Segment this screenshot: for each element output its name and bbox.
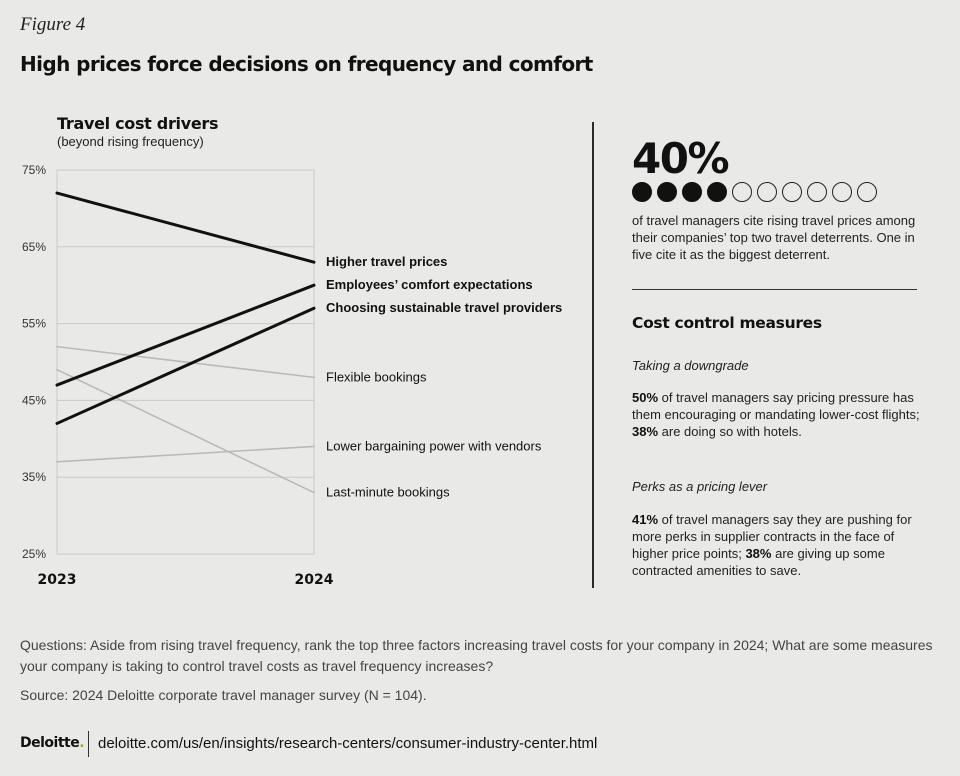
- logo-dot: .: [79, 735, 85, 751]
- series-line: [56, 445, 315, 463]
- empty-dot: [832, 182, 852, 202]
- downgrade-paragraph: 50% of travel managers say pricing press…: [632, 389, 922, 440]
- dot-rating: [632, 182, 877, 202]
- perks-heading: Perks as a pricing lever: [632, 479, 768, 494]
- y-tick-label: 45%: [22, 393, 46, 407]
- questions-note: Questions: Aside from rising travel freq…: [20, 637, 933, 674]
- downgrade-text1: of travel managers say pricing pressure …: [632, 390, 920, 422]
- empty-dot: [857, 182, 877, 202]
- deloitte-logo: Deloitte.: [20, 735, 85, 751]
- series-line: [55, 306, 316, 425]
- big-stat-value: 40%: [632, 134, 730, 183]
- empty-dot: [807, 182, 827, 202]
- footer-url: deloitte.com/us/en/insights/research-cen…: [98, 735, 598, 752]
- filled-dot: [682, 182, 702, 202]
- chart-grid: [56, 169, 315, 555]
- series-label: Last-minute bookings: [326, 485, 450, 500]
- y-tick-label: 25%: [22, 547, 46, 561]
- x-tick-label: 2023: [38, 572, 77, 588]
- chart-subtitle: (beyond rising frequency): [57, 134, 204, 149]
- cost-control-title: Cost control measures: [632, 314, 822, 332]
- chart-lines: [55, 191, 316, 494]
- empty-dot: [757, 182, 777, 202]
- perks-text2: are giving up some contracted amenities …: [632, 546, 885, 578]
- chart-labels: 75% 65% 55% 45% 35% 25% 2023 2024 Higher travel …: [22, 163, 562, 588]
- filled-dot: [707, 182, 727, 202]
- series-line: [56, 368, 315, 494]
- downgrade-pct1: 50%: [632, 390, 659, 405]
- series-label: Flexible bookings: [326, 369, 427, 384]
- series-line: [55, 191, 316, 264]
- logo-text: Deloitte: [20, 735, 80, 751]
- series-label: Employees’ comfort expectations: [326, 277, 533, 292]
- empty-dot: [732, 182, 752, 202]
- perks-pct1: 41%: [632, 512, 659, 527]
- y-tick-label: 65%: [22, 240, 46, 254]
- series-label: Choosing sustainable travel providers: [326, 300, 562, 315]
- downgrade-heading: Taking a downgrade: [632, 358, 749, 373]
- source-note: Source: 2024 Deloitte corporate travel m…: [20, 687, 427, 703]
- x-tick-label: 2024: [295, 572, 334, 588]
- vertical-divider: [592, 122, 594, 588]
- series-line: [56, 345, 315, 379]
- line-chart: 75% 65% 55% 45% 35% 25% 2023 2024 Higher travel …: [22, 163, 562, 588]
- figure-label: Figure 4: [20, 14, 86, 35]
- horizontal-divider: [632, 289, 917, 290]
- downgrade-pct2: 38%: [632, 424, 659, 439]
- series-label: Lower bargaining power with vendors: [326, 438, 542, 453]
- y-tick-label: 35%: [22, 470, 46, 484]
- perks-paragraph: 41% of travel managers say they are push…: [632, 511, 922, 579]
- empty-dot: [782, 182, 802, 202]
- series-label: Higher travel prices: [326, 254, 447, 269]
- chart-title: Travel cost drivers: [57, 114, 219, 133]
- perks-text1: of travel managers say they are pushing …: [632, 512, 912, 561]
- footer-divider: [88, 731, 89, 757]
- stat-text: of travel managers cite rising travel pr…: [632, 213, 916, 262]
- y-tick-label: 55%: [22, 317, 46, 331]
- perks-pct2: 38%: [745, 546, 772, 561]
- filled-dot: [657, 182, 677, 202]
- filled-dot: [632, 182, 652, 202]
- y-tick-label: 75%: [22, 163, 46, 177]
- headline: High prices force decisions on frequency…: [20, 52, 593, 76]
- downgrade-text2: are doing so with hotels.: [658, 424, 802, 439]
- series-line: [55, 283, 316, 387]
